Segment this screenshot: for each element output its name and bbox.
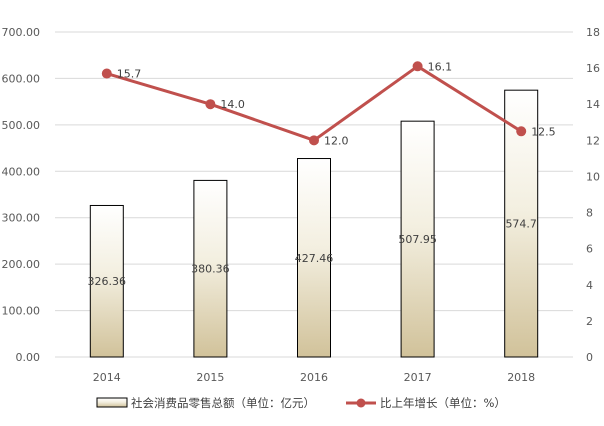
right-tick-label: 10 (586, 170, 600, 183)
right-tick-label: 4 (586, 279, 593, 292)
x-tick-label: 2014 (93, 371, 121, 384)
bar (89, 204, 124, 358)
growth-data-label: 14.0 (220, 98, 245, 111)
legend-line-label: 比上年增长（单位：%） (380, 396, 506, 410)
bar-data-label: 380.36 (191, 263, 230, 276)
right-axis-ticks: 0 2 4 6 8 10 12 14 16 18 (586, 26, 600, 364)
growth-data-label: 12.0 (324, 134, 349, 147)
x-tick-label: 2017 (404, 371, 432, 384)
right-tick-label: 2 (586, 315, 593, 328)
bar (297, 158, 331, 358)
legend-line-marker (356, 398, 366, 408)
bar (400, 120, 435, 358)
left-tick-label: 200.00 (2, 258, 41, 271)
right-tick-label: 8 (586, 207, 593, 220)
bars (89, 89, 539, 358)
growth-point (205, 99, 216, 110)
left-tick-label: 700.00 (2, 26, 41, 39)
left-axis-ticks: 0.00 100.00 200.00 300.00 400.00 500.00 600.00… (2, 26, 41, 364)
x-tick-label: 2016 (300, 371, 328, 384)
x-tick-label: 2018 (507, 371, 535, 384)
right-tick-label: 12 (586, 134, 600, 147)
growth-point (309, 135, 319, 146)
bar (193, 179, 228, 358)
growth-point (101, 68, 112, 79)
x-axis-ticks: 2014 2015 2016 2017 2018 (93, 371, 535, 384)
legend-bar-label: 社会消费品零售总额（单位：亿元） (131, 396, 315, 410)
left-tick-label: 300.00 (2, 212, 41, 225)
bar-data-label: 326.36 (88, 275, 127, 288)
right-tick-label: 18 (586, 26, 600, 39)
bar-data-label: 427.46 (295, 252, 334, 265)
legend-bar-swatch (96, 397, 128, 408)
left-tick-label: 600.00 (2, 72, 41, 85)
bar-labels: 326.36 380.36 427.46 507.95 574.7 (88, 218, 537, 289)
growth-point (412, 61, 423, 72)
growth-series-line (106, 64, 522, 142)
left-tick-label: 500.00 (2, 119, 41, 132)
right-tick-label: 14 (586, 98, 600, 111)
legend: 社会消费品零售总额（单位：亿元） 比上年增长（单位：%） (96, 396, 506, 410)
growth-data-label: 16.1 (428, 60, 453, 73)
right-tick-label: 6 (586, 243, 593, 256)
right-tick-label: 16 (586, 62, 600, 75)
left-tick-label: 0.00 (16, 351, 41, 364)
left-tick-label: 100.00 (2, 305, 41, 318)
bar-data-label: 507.95 (398, 233, 437, 246)
growth-line: 15.7 14.0 12.0 16.1 12.5 (101, 60, 556, 147)
growth-data-label: 12.5 (531, 125, 556, 138)
x-tick-label: 2015 (196, 371, 224, 384)
growth-point (516, 126, 527, 137)
bar-data-label: 574.7 (505, 218, 537, 231)
growth-data-label: 15.7 (117, 68, 142, 81)
right-tick-label: 0 (586, 351, 593, 364)
left-tick-label: 400.00 (2, 165, 41, 178)
